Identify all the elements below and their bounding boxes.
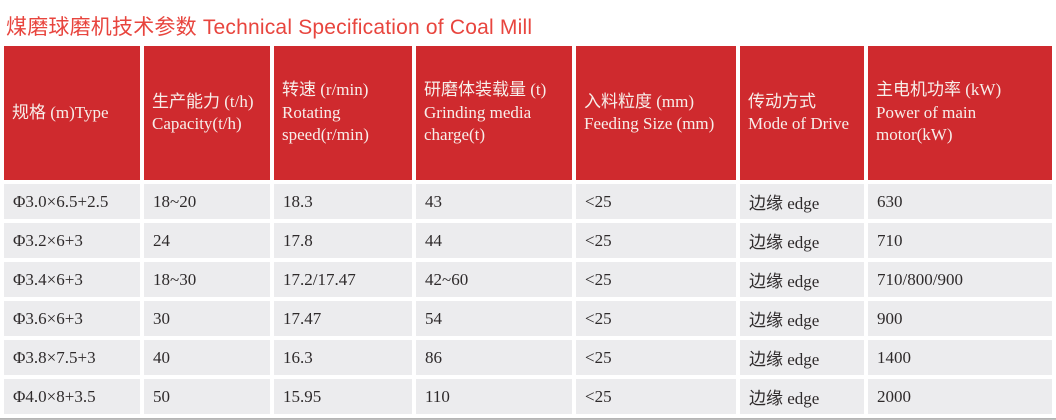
header-cell-grinding-media-charge: 研磨体装载量 (t) Grinding media charge(t) <box>416 46 572 180</box>
header-cell-spec-type: 规格 (m)Type <box>4 46 140 180</box>
cell-type: Φ3.8×7.5+3 <box>4 340 140 375</box>
cell-main-motor-power: 630 <box>868 184 1052 219</box>
cell-rotating-speed: 17.8 <box>274 223 412 258</box>
cell-feeding-size: <25 <box>576 184 736 219</box>
spec-table: 规格 (m)Type 生产能力 (t/h) Capacity(t/h) 转速 (… <box>0 42 1056 418</box>
cell-rotating-speed: 15.95 <box>274 379 412 414</box>
cell-mode-of-drive: 边缘 edge <box>740 340 864 375</box>
cell-mode-of-drive: 边缘 edge <box>740 184 864 219</box>
cell-type: Φ3.2×6+3 <box>4 223 140 258</box>
cell-main-motor-power: 710 <box>868 223 1052 258</box>
header-cell-mode-of-drive: 传动方式 Mode of Drive <box>740 46 864 180</box>
header-cell-main-motor-power: 主电机功率 (kW) Power of main motor(kW) <box>868 46 1052 180</box>
page-title: 煤磨球磨机技术参数 Technical Specification of Coa… <box>6 16 533 39</box>
table-row: Φ4.0×8+3.5 50 15.95 110 <25 边缘 edge 2000 <box>4 379 1052 414</box>
cell-feeding-size: <25 <box>576 340 736 375</box>
cell-capacity: 24 <box>144 223 270 258</box>
cell-mode-of-drive: 边缘 edge <box>740 223 864 258</box>
cell-feeding-size: <25 <box>576 379 736 414</box>
cell-rotating-speed: 18.3 <box>274 184 412 219</box>
cell-grinding-media-charge: 43 <box>416 184 572 219</box>
table-row: Φ3.8×7.5+3 40 16.3 86 <25 边缘 edge 1400 <box>4 340 1052 375</box>
cell-grinding-media-charge: 110 <box>416 379 572 414</box>
cell-main-motor-power: 900 <box>868 301 1052 336</box>
cell-capacity: 18~20 <box>144 184 270 219</box>
cell-grinding-media-charge: 54 <box>416 301 572 336</box>
cell-rotating-speed: 16.3 <box>274 340 412 375</box>
cell-rotating-speed: 17.2/17.47 <box>274 262 412 297</box>
cell-type: Φ3.4×6+3 <box>4 262 140 297</box>
cell-capacity: 40 <box>144 340 270 375</box>
cell-capacity: 30 <box>144 301 270 336</box>
header-cell-capacity: 生产能力 (t/h) Capacity(t/h) <box>144 46 270 180</box>
cell-mode-of-drive: 边缘 edge <box>740 379 864 414</box>
header-row: 规格 (m)Type 生产能力 (t/h) Capacity(t/h) 转速 (… <box>4 46 1052 180</box>
cell-type: Φ3.6×6+3 <box>4 301 140 336</box>
cell-type: Φ3.0×6.5+2.5 <box>4 184 140 219</box>
cell-mode-of-drive: 边缘 edge <box>740 301 864 336</box>
cell-feeding-size: <25 <box>576 262 736 297</box>
cell-grinding-media-charge: 42~60 <box>416 262 572 297</box>
cell-main-motor-power: 1400 <box>868 340 1052 375</box>
cell-main-motor-power: 710/800/900 <box>868 262 1052 297</box>
table-row: Φ3.0×6.5+2.5 18~20 18.3 43 <25 边缘 edge 6… <box>4 184 1052 219</box>
cell-capacity: 18~30 <box>144 262 270 297</box>
header-cell-rotating-speed: 转速 (r/min) Rotating speed(r/min) <box>274 46 412 180</box>
cell-type: Φ4.0×8+3.5 <box>4 379 140 414</box>
cell-main-motor-power: 2000 <box>868 379 1052 414</box>
cell-capacity: 50 <box>144 379 270 414</box>
table-row: Φ3.6×6+3 30 17.47 54 <25 边缘 edge 900 <box>4 301 1052 336</box>
table-row: Φ3.4×6+3 18~30 17.2/17.47 42~60 <25 边缘 e… <box>4 262 1052 297</box>
cell-mode-of-drive: 边缘 edge <box>740 262 864 297</box>
table-bottom-shadow <box>0 418 1056 420</box>
header-cell-feeding-size: 入料粒度 (mm) Feeding Size (mm) <box>576 46 736 180</box>
cell-grinding-media-charge: 44 <box>416 223 572 258</box>
cell-feeding-size: <25 <box>576 223 736 258</box>
cell-feeding-size: <25 <box>576 301 736 336</box>
cell-rotating-speed: 17.47 <box>274 301 412 336</box>
cell-grinding-media-charge: 86 <box>416 340 572 375</box>
table-row: Φ3.2×6+3 24 17.8 44 <25 边缘 edge 710 <box>4 223 1052 258</box>
